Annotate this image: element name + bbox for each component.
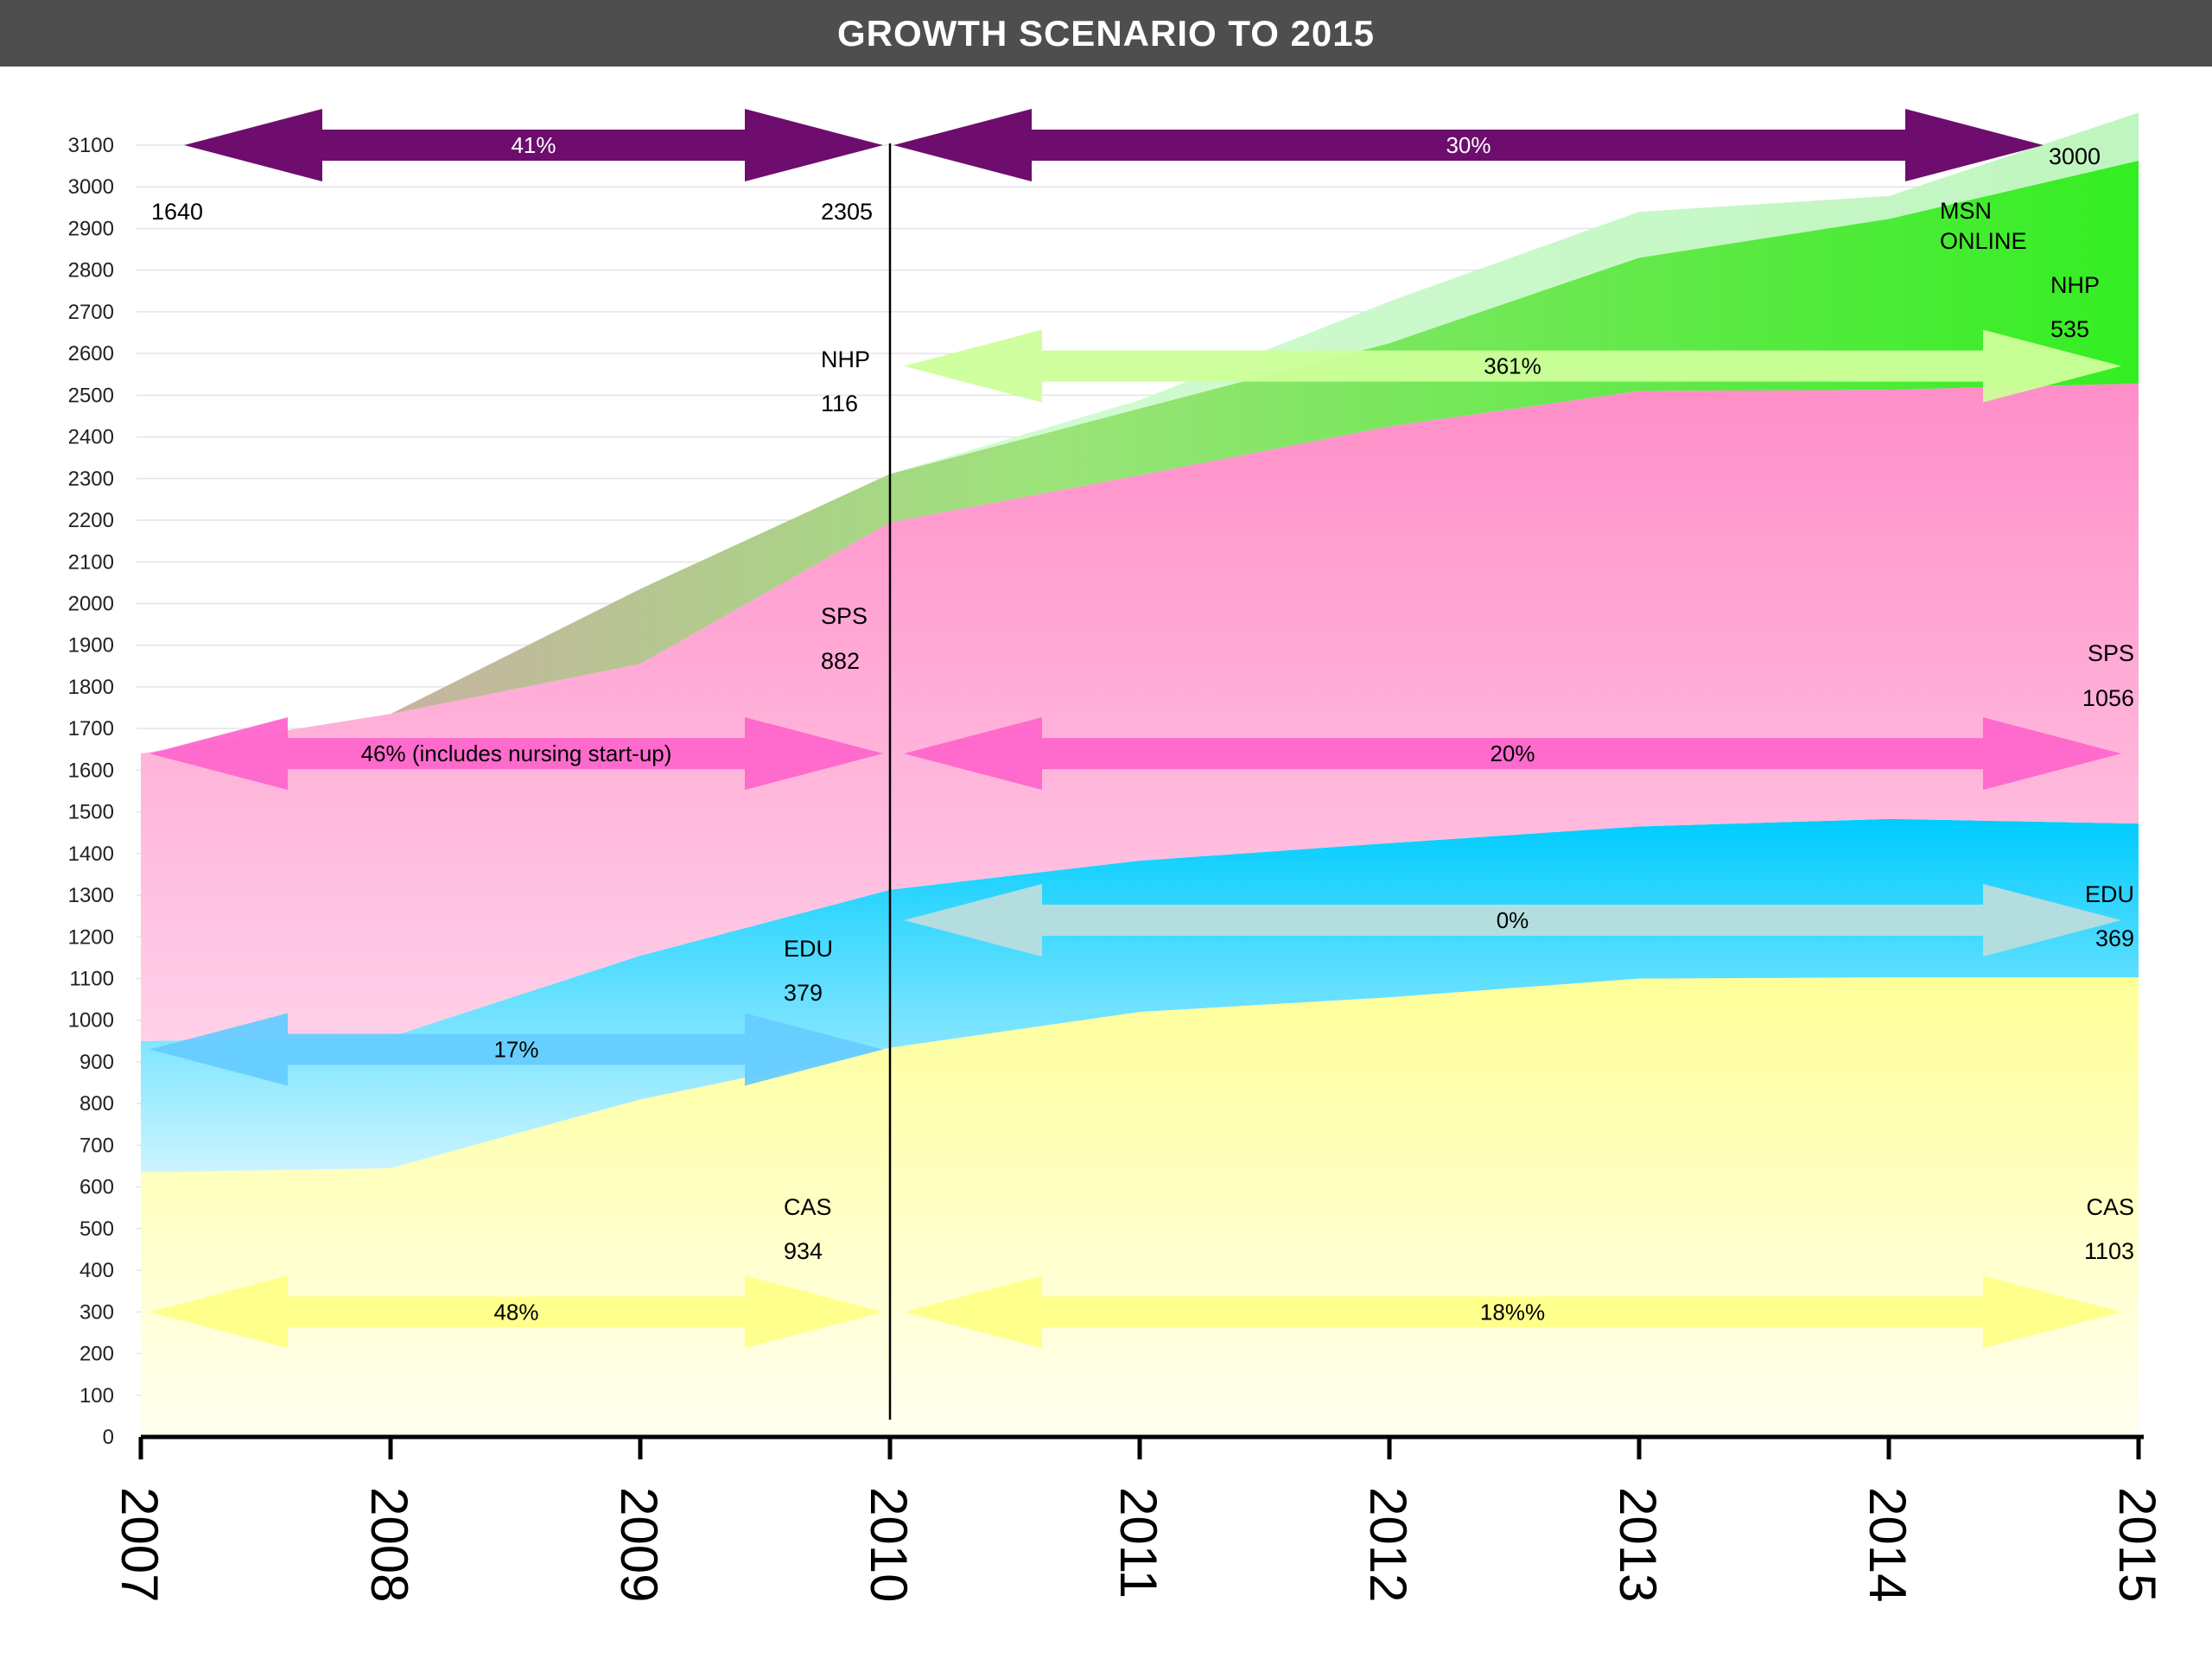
growth-arrow-label: 48% <box>493 1299 538 1325</box>
annotation-sps-value-2010: 882 <box>821 648 860 674</box>
annotation-cas-name-2010: CAS <box>784 1194 832 1220</box>
annotation-msn-name-1: MSN <box>1940 198 1992 224</box>
x-tick-label: 2013 <box>1609 1487 1667 1602</box>
annotation-edu-name-2015: EDU <box>2085 881 2134 907</box>
y-tick-label: 0 <box>103 1426 114 1449</box>
growth-arrow <box>904 717 2121 791</box>
y-tick-label: 2100 <box>68 550 114 574</box>
y-tick-label: 1000 <box>68 1009 114 1033</box>
annotation-sps-name-2015: SPS <box>2088 640 2134 666</box>
x-tick-label: 2008 <box>360 1487 418 1602</box>
y-tick-label: 2900 <box>68 217 114 240</box>
y-tick-label: 1400 <box>68 842 114 866</box>
x-tick-label: 2010 <box>860 1487 918 1602</box>
y-tick-label: 600 <box>79 1176 114 1199</box>
growth-arrow <box>149 1275 883 1349</box>
y-tick-label: 2400 <box>68 426 114 449</box>
y-tick-label: 500 <box>79 1217 114 1241</box>
y-tick-label: 300 <box>79 1300 114 1324</box>
y-tick-label: 900 <box>79 1051 114 1074</box>
growth-arrow-label: 17% <box>493 1037 538 1063</box>
growth-arrow-label: 41% <box>511 132 556 158</box>
y-tick-label: 1100 <box>69 968 114 991</box>
annotation-cas-name-2015: CAS <box>2086 1194 2134 1220</box>
annotation-edu-name-2010: EDU <box>784 936 833 962</box>
growth-arrow <box>904 884 2121 957</box>
x-tick-label: 2011 <box>1109 1487 1167 1599</box>
y-tick-label: 2800 <box>68 259 114 283</box>
y-tick-label: 1800 <box>68 676 114 699</box>
x-tick-label: 2012 <box>1359 1487 1417 1602</box>
y-tick-label: 2000 <box>68 592 114 615</box>
y-tick-label: 2700 <box>68 301 114 324</box>
y-tick-label: 1600 <box>68 759 114 782</box>
annotation-cas-value-2015: 1103 <box>2084 1238 2134 1264</box>
y-tick-label: 1200 <box>68 925 114 949</box>
y-tick-label: 400 <box>79 1259 114 1282</box>
y-tick-label: 2200 <box>68 509 114 532</box>
x-tick-label: 2014 <box>1859 1487 1916 1602</box>
annotation-cas-value-2010: 934 <box>784 1238 823 1264</box>
annotation-sps-name-2010: SPS <box>821 603 868 629</box>
annotation-total-2010: 2305 <box>821 199 873 225</box>
chart-title: GROWTH SCENARIO TO 2015 <box>0 0 2212 67</box>
y-tick-label: 200 <box>79 1343 114 1366</box>
annotation-nhp-value-2015: 535 <box>2050 316 2089 342</box>
y-tick-label: 1500 <box>68 801 114 824</box>
y-tick-label: 2300 <box>68 467 114 491</box>
y-tick-label: 800 <box>79 1092 114 1116</box>
x-tick-label: 2009 <box>610 1487 668 1602</box>
x-tick-label: 2007 <box>111 1487 168 1602</box>
nhp-area <box>141 160 2139 754</box>
growth-arrow <box>904 1275 2121 1349</box>
annotation-nhp-name-2010: NHP <box>821 346 870 372</box>
y-tick-label: 100 <box>79 1384 114 1408</box>
annotation-nhp-value-2010: 116 <box>821 391 858 416</box>
y-tick-label: 700 <box>79 1134 114 1157</box>
growth-arrow <box>149 717 883 791</box>
growth-arrow-label: 0% <box>1497 907 1529 933</box>
growth-arrow <box>904 329 2121 403</box>
y-tick-label: 1300 <box>68 884 114 907</box>
growth-arrow <box>149 1013 883 1086</box>
x-tick-label: 2015 <box>2108 1487 2166 1602</box>
y-tick-label: 3100 <box>68 134 114 157</box>
growth-arrow-label: 361% <box>1484 353 1541 379</box>
growth-arrow-label: 18%% <box>1480 1299 1545 1325</box>
annotation-sps-value-2015: 1056 <box>2082 685 2134 711</box>
y-tick-label: 2500 <box>68 384 114 407</box>
growth-arrow-label: 30% <box>1446 132 1491 158</box>
y-tick-label: 3000 <box>68 175 114 199</box>
sps-area <box>141 383 2139 1041</box>
y-tick-label: 2600 <box>68 342 114 365</box>
growth-arrow-label: 20% <box>1490 741 1535 766</box>
annotation-total-end: 3000 <box>2049 143 2101 169</box>
y-tick-label: 1700 <box>68 717 114 741</box>
y-tick-label: 1900 <box>68 634 114 658</box>
annotation-edu-value-2015: 369 <box>2095 925 2134 951</box>
annotation-total-start: 1640 <box>151 199 203 225</box>
annotation-msn-name-2: ONLINE <box>1940 228 2027 254</box>
growth-arrow <box>893 109 2044 181</box>
growth-arrow-label: 46% (includes nursing start-up) <box>361 741 672 766</box>
growth-arrow <box>184 109 883 181</box>
annotation-edu-value-2010: 379 <box>784 980 823 1006</box>
annotation-nhp-name-2015: NHP <box>2050 272 2100 298</box>
